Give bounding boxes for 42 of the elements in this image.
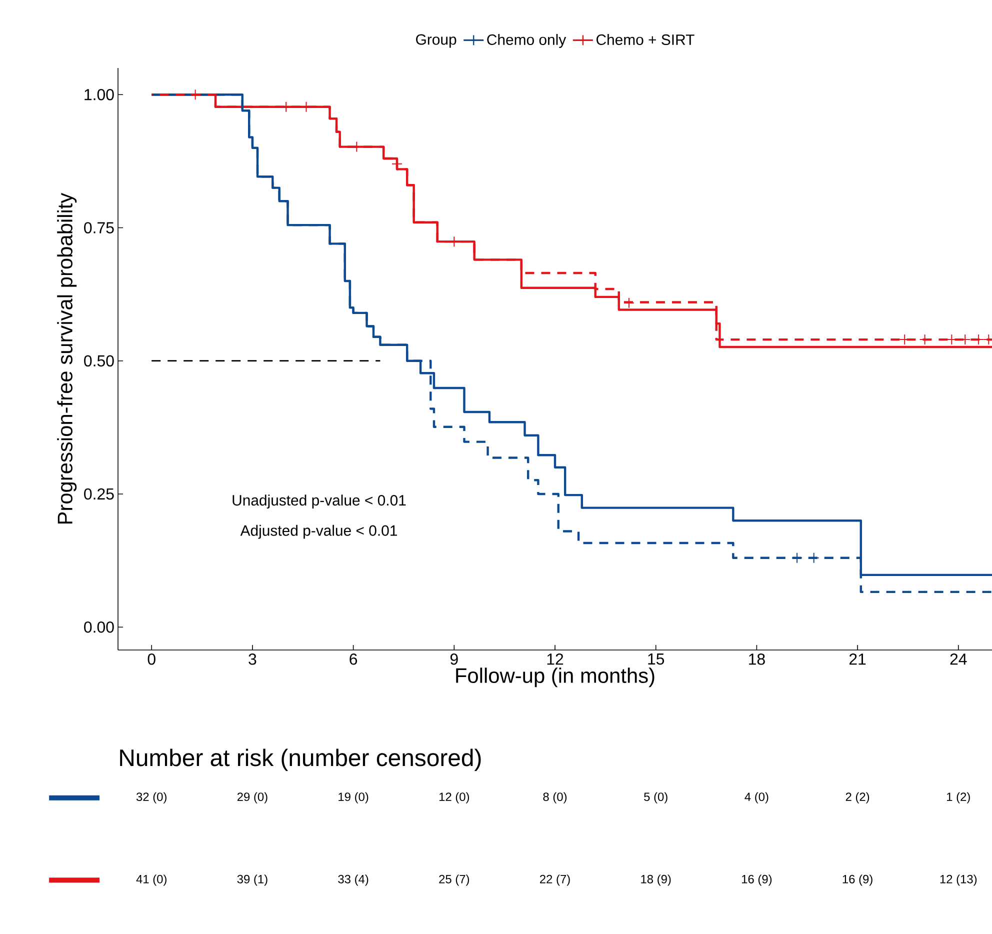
data-label: 19 (0) xyxy=(338,792,368,804)
y-tick-label: 0.25 xyxy=(84,488,114,500)
y-tick-label: 0.75 xyxy=(84,222,114,234)
x-tick-label: 21 xyxy=(849,654,866,665)
data-label: 33 (4) xyxy=(338,874,368,886)
legend-title: Group xyxy=(416,34,456,48)
data-label: 16 (9) xyxy=(842,874,872,886)
y-axis-title: Progression-free survival probability xyxy=(57,192,77,524)
data-label: 8 (0) xyxy=(543,792,567,804)
data-label: 12 (13) xyxy=(940,874,977,886)
point xyxy=(792,552,803,564)
data-label: 12 (0) xyxy=(439,792,470,804)
data-label: 22 (7) xyxy=(540,874,570,886)
text: Number at risk (number censored) xyxy=(120,748,481,771)
legend-label: Chemo + SIRT xyxy=(596,34,694,45)
data-label: 29 (0) xyxy=(237,792,268,804)
annotation: Adjusted p-value < 0.01 xyxy=(240,524,397,539)
y-tick-label: 0.50 xyxy=(84,355,114,366)
data-label: 41 (0) xyxy=(136,874,166,886)
x-tick-label: 12 xyxy=(547,654,564,665)
x-axis-title: Follow-up (in months) xyxy=(456,668,654,688)
y-tick-label: 0.00 xyxy=(84,621,114,633)
annotation: Unadjusted p-value < 0.01 xyxy=(232,494,406,509)
legend-label: Chemo only xyxy=(487,34,566,48)
x-tick-label: 3 xyxy=(248,654,256,665)
x-tick-label: 24 xyxy=(950,654,967,665)
data-label: 2 (2) xyxy=(846,792,870,804)
x-tick-label: 9 xyxy=(450,654,458,665)
data-label: 4 (0) xyxy=(744,792,768,804)
data-label: 39 (1) xyxy=(237,874,268,886)
x-tick-label: 15 xyxy=(648,654,664,665)
data-label: 1 (2) xyxy=(947,792,970,804)
point xyxy=(623,297,634,308)
data-label: 32 (0) xyxy=(136,792,166,804)
data-label: 16 (9) xyxy=(742,874,772,886)
x-tick-label: 0 xyxy=(148,654,156,665)
data-label: 25 (7) xyxy=(439,874,470,886)
y-tick-label: 1.00 xyxy=(84,88,114,100)
data-label: 5 (0) xyxy=(644,792,668,804)
x-tick-label: 6 xyxy=(350,654,358,665)
x-tick-label: 18 xyxy=(749,654,765,665)
data-label: 18 (9) xyxy=(641,874,671,886)
